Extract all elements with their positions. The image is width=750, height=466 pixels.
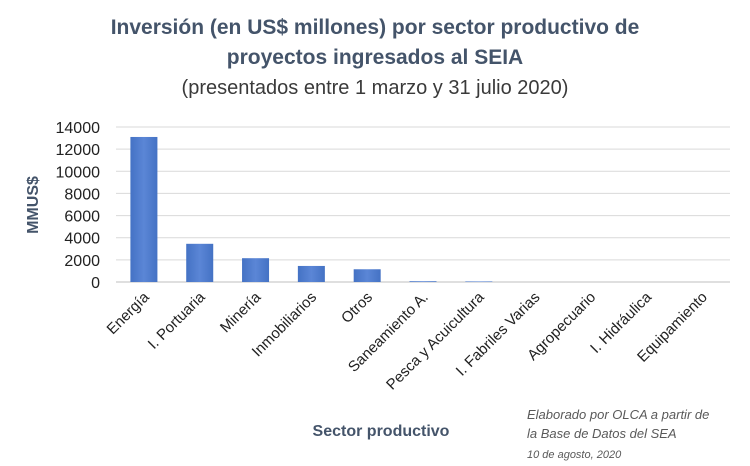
source-note-line2: la Base de Datos del SEA — [527, 426, 677, 441]
x-tick-label: Minería — [217, 288, 265, 336]
x-axis-title: Sector productivo — [313, 423, 450, 440]
bar — [242, 258, 270, 282]
bar — [353, 269, 381, 282]
chart-title-line2: proyectos ingresados al SEIA — [226, 46, 524, 69]
y-tick-label: 4000 — [64, 231, 100, 248]
y-tick-label: 10000 — [56, 164, 101, 181]
y-tick-label: 6000 — [64, 209, 100, 226]
source-note: Elaborado por OLCA a partir de la Base d… — [527, 405, 747, 443]
bar — [465, 281, 493, 282]
y-tick-label: 0 — [91, 275, 100, 292]
bar — [186, 243, 214, 282]
y-tick-label: 8000 — [64, 186, 100, 203]
x-tick-label: I. Portuaria — [145, 288, 209, 352]
y-tick-label: 14000 — [56, 120, 101, 137]
x-tick-label: Otros — [338, 289, 376, 327]
bar — [409, 281, 437, 282]
bar — [130, 136, 158, 282]
source-date: 10 de agosto, 2020 — [527, 449, 622, 461]
y-tick-label: 12000 — [56, 142, 101, 159]
y-tick-label: 2000 — [64, 253, 100, 270]
x-tick-label: Energía — [104, 288, 154, 338]
chart-subtitle: (presentados entre 1 marzo y 31 julio 20… — [181, 77, 569, 99]
x-tick-label: Pesca y Acuicultura — [383, 288, 488, 393]
bar — [297, 265, 325, 282]
y-axis-title: MMUS$ — [25, 176, 42, 234]
source-note-line1: Elaborado por OLCA a partir de — [527, 407, 710, 422]
chart-title-line1: Inversión (en US$ millones) por sector p… — [110, 16, 640, 39]
